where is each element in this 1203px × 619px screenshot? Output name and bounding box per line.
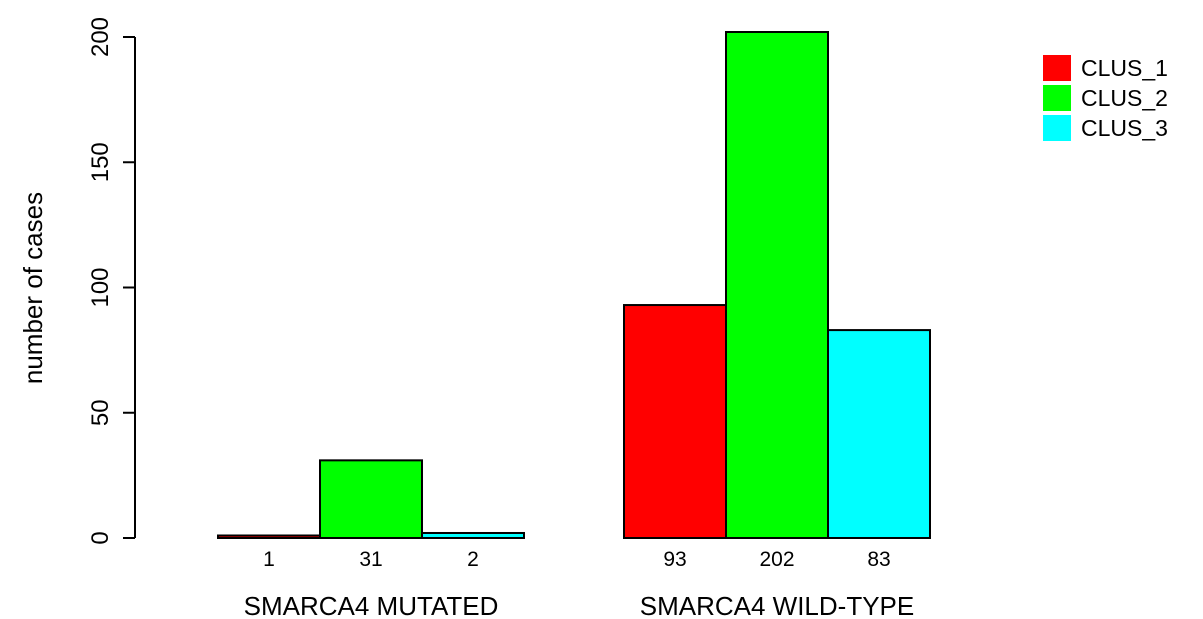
bar-1-clus-2 bbox=[319, 459, 423, 539]
y-tick-label-50: 50 bbox=[87, 399, 114, 426]
legend-swatch-clus-2 bbox=[1043, 85, 1071, 111]
y-tick-label-100: 100 bbox=[87, 267, 114, 307]
y-tick-label-150: 150 bbox=[87, 142, 114, 182]
group-labels: SMARCA4 MUTATED SMARCA4 WILD-TYPE bbox=[244, 591, 915, 619]
bars bbox=[217, 31, 931, 540]
y-tick-label-200: 200 bbox=[87, 17, 114, 57]
bar-value-labels: 1 31 2 93 202 83 bbox=[263, 548, 891, 571]
bar-value-label: 93 bbox=[663, 548, 686, 571]
bar-1-clus-1 bbox=[217, 534, 321, 540]
legend: CLUS_1 CLUS_2 CLUS_3 bbox=[1043, 55, 1168, 141]
bar-2-clus-2 bbox=[725, 31, 829, 539]
bar-1-clus-3 bbox=[421, 531, 525, 540]
group-label: SMARCA4 WILD-TYPE bbox=[640, 591, 915, 619]
legend-swatch-clus-3 bbox=[1043, 115, 1071, 141]
legend-label: CLUS_1 bbox=[1081, 55, 1168, 81]
group-label: SMARCA4 MUTATED bbox=[244, 591, 499, 619]
y-axis: 0 50 100 150 200 bbox=[87, 17, 136, 545]
bar-value-label: 31 bbox=[359, 548, 382, 571]
bar-value-label: 1 bbox=[263, 548, 275, 571]
y-tick-label-0: 0 bbox=[87, 531, 114, 544]
y-axis-label: number of cases bbox=[18, 192, 48, 384]
legend-label: CLUS_3 bbox=[1081, 115, 1168, 141]
bar-2-clus-3 bbox=[827, 329, 931, 539]
legend-swatch-clus-1 bbox=[1043, 55, 1071, 81]
bar-value-label: 2 bbox=[467, 548, 479, 571]
bar-value-label: 83 bbox=[867, 548, 890, 571]
bar-value-label: 202 bbox=[759, 548, 794, 571]
bar-2-clus-1 bbox=[623, 304, 727, 540]
legend-label: CLUS_2 bbox=[1081, 85, 1168, 111]
